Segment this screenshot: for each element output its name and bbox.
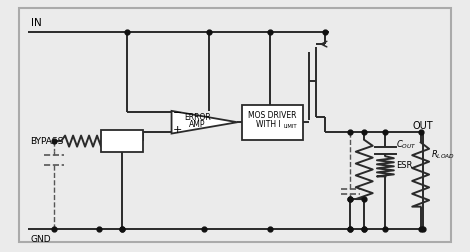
Text: $R_{LOAD}$: $R_{LOAD}$ bbox=[431, 149, 455, 161]
Text: ERROR: ERROR bbox=[184, 113, 211, 122]
Bar bbox=[242, 105, 303, 140]
Text: ESR: ESR bbox=[396, 161, 412, 170]
Text: −: − bbox=[173, 108, 182, 118]
Polygon shape bbox=[172, 111, 237, 134]
Text: MOS DRIVER: MOS DRIVER bbox=[248, 111, 297, 120]
Text: $C_{OUT}$: $C_{OUT}$ bbox=[396, 139, 416, 151]
Text: IN: IN bbox=[31, 18, 41, 28]
Bar bbox=[101, 131, 143, 152]
Text: +: + bbox=[173, 125, 182, 135]
Text: REF: REF bbox=[114, 140, 131, 149]
Text: BYPASS: BYPASS bbox=[31, 137, 64, 146]
Text: GND: GND bbox=[31, 235, 51, 244]
Text: 1.25V: 1.25V bbox=[109, 134, 135, 143]
Text: LIMIT: LIMIT bbox=[284, 124, 297, 129]
Text: AMP: AMP bbox=[189, 120, 206, 129]
Text: OUT: OUT bbox=[413, 121, 433, 131]
Text: WITH I: WITH I bbox=[256, 120, 280, 129]
